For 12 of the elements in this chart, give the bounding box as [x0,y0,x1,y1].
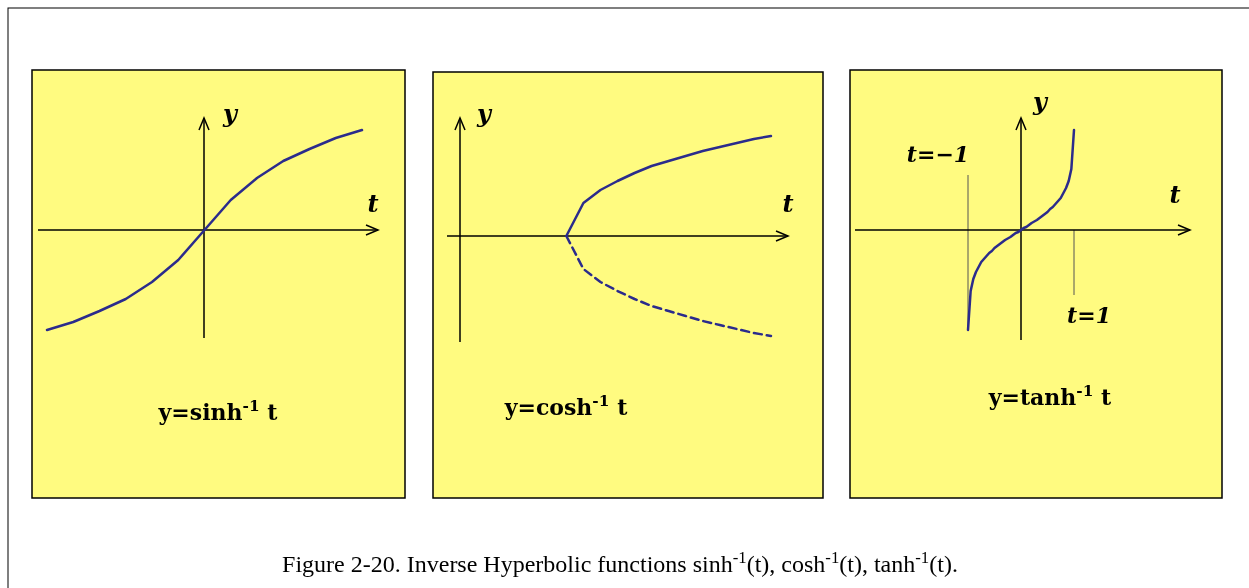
caption: Figure 2-20. Inverse Hyperbolic functions sinh$^{-1}$(t), cosh$^{-1}$(t), tanh$^{-1}$(t). [282,547,958,577]
x-axis-title: t [782,189,794,218]
text: y=cosh$^{-1}$ t [503,392,629,420]
annotation: t=−1 [906,141,970,167]
text: y=tanh$^{-1}$ t [987,382,1113,410]
x-axis-title: t [1169,180,1181,209]
annotation: t=1 [1067,302,1111,328]
y-axis-title: y [476,99,494,128]
text: y=sinh$^{-1}$ t [157,397,279,425]
x-axis-title: t [367,189,379,218]
y-axis-title: y [1032,87,1050,116]
y-axis-title: y [222,99,240,128]
